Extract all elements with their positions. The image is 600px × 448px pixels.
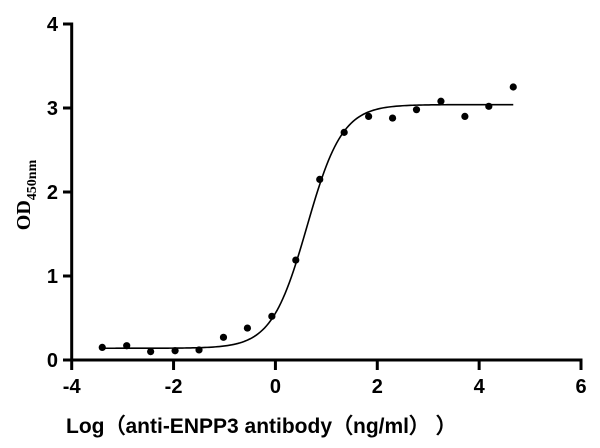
data-point bbox=[98, 343, 106, 351]
x-tick-label: 2 bbox=[372, 376, 383, 398]
y-axis-label-main: OD bbox=[13, 200, 35, 230]
y-ticks: 0 1 2 3 4 bbox=[47, 14, 72, 372]
data-point bbox=[171, 347, 179, 355]
y-tick-label: 0 bbox=[47, 350, 58, 372]
data-point bbox=[195, 346, 203, 354]
axes: 0 1 2 3 4 -4 -2 0 2 4 6 bbox=[47, 14, 587, 398]
y-tick-label: 2 bbox=[47, 182, 58, 204]
x-tick-label: 0 bbox=[270, 376, 281, 398]
y-axis-label: OD450nm bbox=[13, 159, 40, 230]
x-tick-label: 6 bbox=[575, 376, 586, 398]
fit-curve bbox=[102, 103, 514, 350]
x-tick-label: 4 bbox=[474, 376, 486, 398]
data-point bbox=[388, 114, 397, 122]
data-point bbox=[461, 112, 469, 120]
data-point bbox=[365, 112, 373, 120]
x-axis-label: Log（anti-ENPP3 antibody（ng/ml） ） bbox=[66, 414, 457, 438]
data-point bbox=[243, 324, 252, 332]
data-point bbox=[340, 128, 348, 136]
data-point bbox=[485, 102, 493, 110]
data-point bbox=[412, 106, 421, 114]
data-point bbox=[316, 175, 324, 183]
y-tick-label: 3 bbox=[47, 98, 58, 120]
x-tick-label: -4 bbox=[63, 376, 82, 398]
data-points bbox=[98, 83, 517, 356]
y-tick-label: 4 bbox=[47, 14, 59, 36]
data-point bbox=[437, 97, 445, 105]
data-point bbox=[147, 348, 155, 356]
data-point bbox=[123, 342, 131, 350]
y-axis-label-subscript: 450nm bbox=[25, 159, 40, 200]
x-tick-label: -2 bbox=[165, 376, 183, 398]
data-point bbox=[219, 333, 228, 341]
data-point bbox=[268, 312, 276, 320]
y-tick-label: 1 bbox=[47, 266, 58, 288]
fit-curve-line bbox=[102, 103, 514, 350]
x-ticks: -4 -2 0 2 4 6 bbox=[63, 360, 587, 398]
data-point bbox=[292, 256, 300, 264]
data-point bbox=[509, 83, 517, 91]
